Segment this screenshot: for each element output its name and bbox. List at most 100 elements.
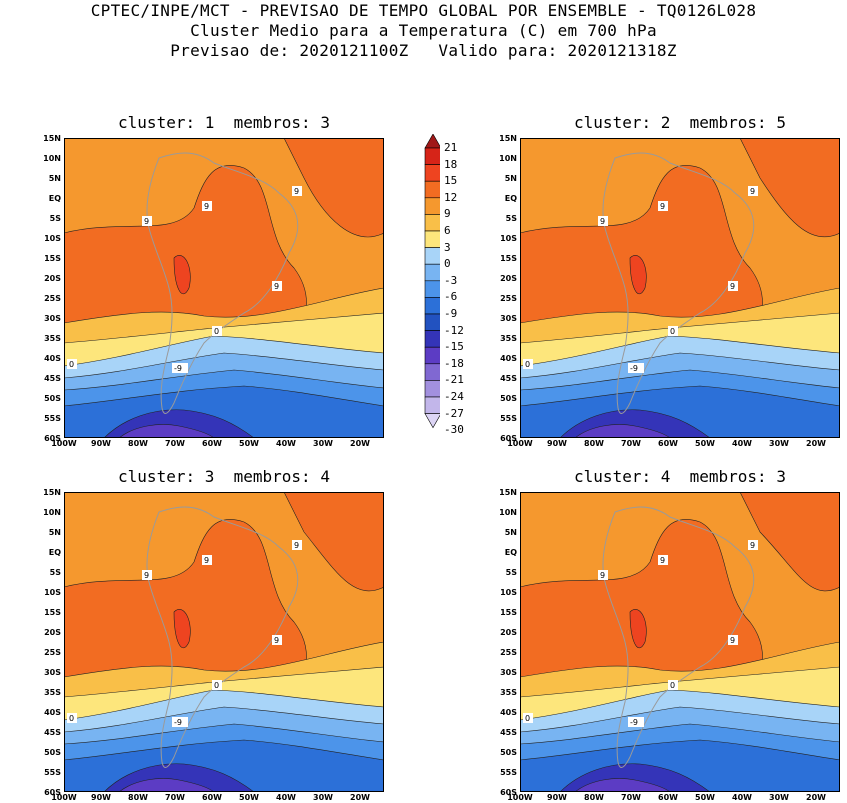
- colorbar-tick-label: 15: [444, 174, 458, 188]
- contour-label: 9: [272, 635, 282, 645]
- colorbar-tick-label: 21: [444, 141, 458, 154]
- coastline: [146, 152, 299, 414]
- coastline: [602, 506, 755, 768]
- svg-text:9: 9: [204, 202, 209, 211]
- lat-label: 20S: [44, 628, 61, 637]
- colorbar-swatch: [424, 280, 440, 298]
- contour-label: 9: [728, 281, 738, 291]
- band-12-to-15-ne: [283, 137, 385, 238]
- lat-label: 15N: [499, 488, 517, 497]
- lat-label: 45S: [44, 728, 61, 737]
- lon-label: 40W: [276, 793, 296, 802]
- lat-label: 55S: [44, 768, 61, 777]
- colorbar-swatch: [424, 147, 440, 165]
- coastline: [146, 506, 299, 768]
- lat-label: 50S: [500, 394, 517, 403]
- colorbar-swatch: [424, 197, 440, 215]
- lat-label: 45S: [44, 374, 61, 383]
- lon-label: 20W: [806, 439, 826, 448]
- colorbar-tick-label: -18: [444, 356, 464, 370]
- svg-text:0: 0: [69, 360, 74, 369]
- lat-label: 55S: [500, 414, 517, 423]
- lon-label: 70W: [165, 793, 185, 802]
- lon-label: 80W: [584, 793, 604, 802]
- colorbar-swatch: [424, 363, 440, 381]
- contour-label: 9: [748, 186, 758, 196]
- band-minus18-to-minus21: [574, 778, 671, 793]
- lon-label: 30W: [313, 793, 333, 802]
- contour-label: -9: [172, 717, 188, 727]
- lat-label: 40S: [500, 354, 517, 363]
- lat-label: 10S: [44, 234, 61, 243]
- lat-label: 10S: [500, 234, 517, 243]
- lat-label: 5S: [505, 214, 517, 223]
- contour-label: 0: [523, 713, 533, 723]
- colorbar-swatch: [424, 313, 440, 331]
- lon-label: 20W: [350, 439, 370, 448]
- lat-label: 50S: [44, 394, 61, 403]
- map-panel-cluster-2: 9 9 9 9 0 0 -9: [519, 137, 841, 439]
- lat-label: 45S: [500, 374, 517, 383]
- colorbar-tick-label: -3: [444, 273, 458, 287]
- header-line-2: Cluster Medio para a Temperatura (C) em …: [190, 21, 657, 40]
- contour-label: 0: [668, 680, 678, 690]
- svg-text:-9: -9: [174, 718, 182, 727]
- panel-title-4: cluster: 4 membros: 3: [574, 467, 786, 486]
- lat-label: 40S: [44, 354, 61, 363]
- contour-label: 0: [67, 713, 77, 723]
- band-minus18-to-minus21: [118, 424, 215, 439]
- svg-text:-9: -9: [630, 364, 638, 373]
- band-minus18-to-minus21: [574, 424, 671, 439]
- contour-label: 9: [292, 540, 302, 550]
- contour-label: 9: [598, 570, 608, 580]
- lon-label: 40W: [276, 439, 296, 448]
- temperature-map: 9 9 9 9 0 0 -9: [63, 491, 385, 793]
- lon-label: 90W: [91, 793, 111, 802]
- map-frame: [520, 492, 840, 792]
- lon-label: 40W: [732, 793, 752, 802]
- map-frame: [520, 138, 840, 438]
- lat-label: 25S: [44, 294, 61, 303]
- panel-title-3: cluster: 3 membros: 4: [118, 467, 330, 486]
- temperature-map: 9 9 9 9 0 0 -9: [519, 137, 841, 439]
- svg-text:9: 9: [144, 217, 149, 226]
- lat-label: 30S: [500, 668, 517, 677]
- contour-label: 0: [212, 680, 222, 690]
- svg-text:0: 0: [525, 714, 530, 723]
- lon-label: 50W: [695, 793, 715, 802]
- band-12-to-15: [519, 519, 763, 693]
- lon-label: 100W: [507, 793, 533, 802]
- lat-label: 30S: [44, 668, 61, 677]
- svg-text:-9: -9: [630, 718, 638, 727]
- lat-label: 40S: [500, 708, 517, 717]
- svg-text:9: 9: [274, 636, 279, 645]
- colorbar-tick-label: 9: [444, 207, 451, 221]
- svg-text:-9: -9: [174, 364, 182, 373]
- band-15-to-18: [173, 255, 191, 295]
- colorbar-tick-label: -27: [444, 406, 464, 420]
- colorbar-swatch: [424, 214, 440, 232]
- colorbar-tick-label: -30: [444, 423, 464, 437]
- colorbar-tick-label: -6: [444, 290, 458, 304]
- lat-label: 45S: [500, 728, 517, 737]
- map-frame: [64, 492, 384, 792]
- lat-label: 35S: [500, 688, 517, 697]
- colorbar-swatch: [424, 330, 440, 348]
- lat-label: 60S: [500, 434, 517, 443]
- lon-label: 100W: [507, 439, 533, 448]
- svg-text:0: 0: [69, 714, 74, 723]
- colorbar-swatch: [424, 396, 440, 414]
- colorbar-swatch: [424, 180, 440, 199]
- lat-label: 10N: [43, 154, 61, 163]
- lat-label: 5N: [48, 174, 61, 183]
- lat-label: 55S: [500, 768, 517, 777]
- svg-text:9: 9: [660, 556, 665, 565]
- lon-label: 50W: [239, 439, 259, 448]
- svg-text:9: 9: [204, 556, 209, 565]
- contour-label: 9: [142, 570, 152, 580]
- lon-label: 60W: [202, 793, 222, 802]
- contour-label: 9: [748, 540, 758, 550]
- coastline: [602, 152, 755, 414]
- contour-label: 9: [658, 201, 668, 211]
- lon-label: 20W: [806, 793, 826, 802]
